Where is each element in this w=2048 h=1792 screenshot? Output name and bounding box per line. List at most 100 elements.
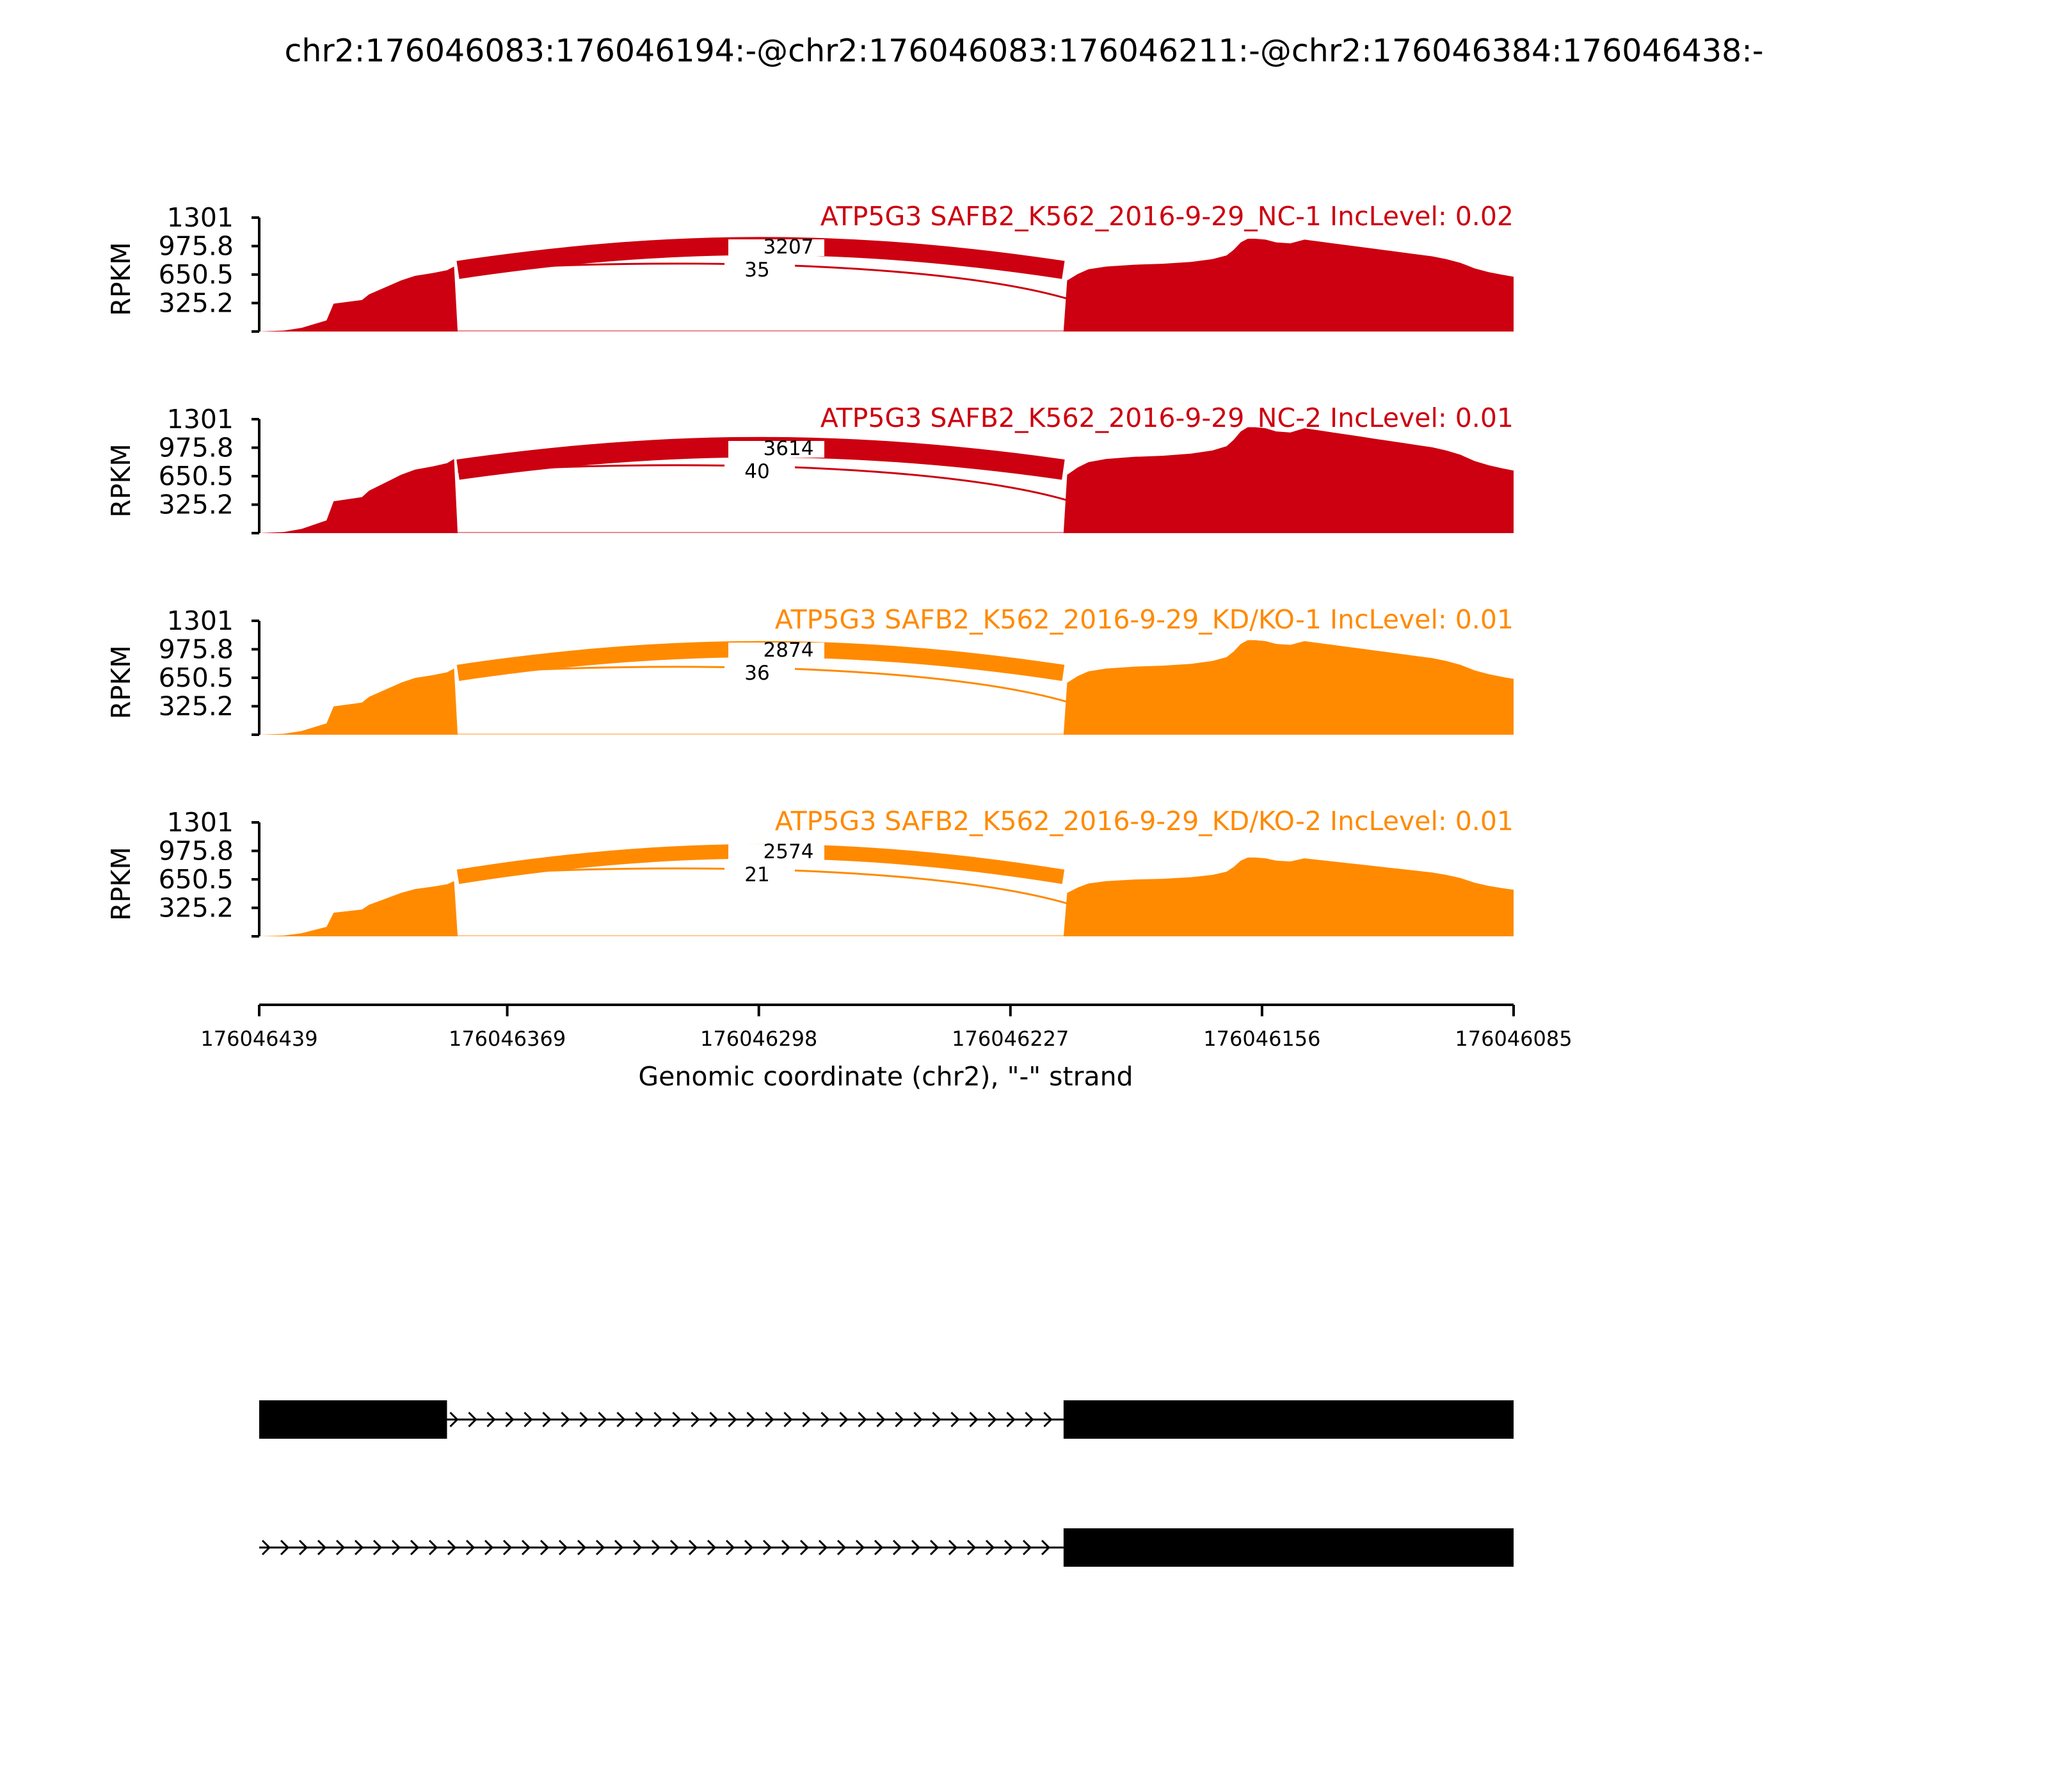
strand-arrow	[746, 1411, 756, 1428]
strand-arrow	[839, 1411, 849, 1428]
strand-arrow	[762, 1539, 772, 1556]
strand-arrow	[524, 1411, 533, 1428]
x-tick-label: 176046085	[1455, 1027, 1572, 1051]
strand-arrow	[1025, 1411, 1034, 1428]
junction-arc	[458, 262, 1128, 331]
junction-arc	[458, 867, 1128, 936]
strand-arrow	[635, 1411, 644, 1428]
strand-arrow	[929, 1539, 940, 1556]
coverage-area	[259, 640, 1514, 735]
x-tick-label: 176046156	[1203, 1027, 1320, 1051]
strand-arrow	[317, 1539, 327, 1556]
junction-count: 3207	[764, 236, 814, 259]
strand-arrow	[691, 1411, 700, 1428]
strand-arrow	[765, 1411, 774, 1428]
x-axis-label: Genomic coordinate (chr2), "-" strand	[638, 1061, 1133, 1092]
junction-count: 40	[744, 460, 769, 483]
strand-arrow	[579, 1411, 589, 1428]
strand-arrow	[486, 1411, 496, 1428]
coverage-area	[259, 857, 1514, 936]
strand-arrow	[818, 1539, 828, 1556]
strand-arrow	[521, 1539, 531, 1556]
y-tick-label: 325.2	[159, 691, 234, 722]
strand-arrow	[632, 1539, 643, 1556]
strand-arrow	[651, 1539, 661, 1556]
y-axis-label: RPKM	[106, 444, 136, 517]
strand-arrow	[505, 1411, 515, 1428]
y-tick-label: 975.8	[159, 432, 234, 463]
junction-label-box	[728, 643, 824, 659]
strand-arrow	[781, 1539, 791, 1556]
strand-arrow	[966, 1539, 977, 1556]
y-tick-label: 975.8	[159, 634, 234, 664]
strand-arrow	[465, 1539, 476, 1556]
strand-arrow	[614, 1539, 624, 1556]
strand-arrow	[688, 1539, 698, 1556]
y-tick-label: 1301	[167, 807, 234, 838]
junction-label-box	[724, 662, 795, 684]
strand-arrow	[725, 1539, 735, 1556]
strand-arrow	[950, 1411, 960, 1428]
y-tick-label: 325.2	[159, 288, 234, 319]
junction-count: 3614	[764, 437, 814, 460]
isoform-1	[259, 1400, 1514, 1439]
y-tick-label: 650.5	[159, 259, 234, 290]
strand-arrow	[653, 1411, 663, 1428]
strand-arrow	[988, 1411, 997, 1428]
y-tick-label: 650.5	[159, 662, 234, 693]
y-tick-label: 325.2	[159, 893, 234, 924]
panel-title: ATP5G3 SAFB2_K562_2016-9-29_NC-2 IncLeve…	[820, 403, 1514, 433]
x-tick-label: 176046227	[952, 1027, 1069, 1051]
y-axis-label: RPKM	[106, 242, 136, 316]
exon-block	[1063, 1528, 1514, 1567]
strand-arrow	[985, 1539, 995, 1556]
panel-title: ATP5G3 SAFB2_K562_2016-9-29_NC-1 IncLeve…	[820, 201, 1514, 232]
y-tick-label: 1301	[167, 202, 234, 233]
strand-arrow	[799, 1539, 810, 1556]
junction-label-box	[728, 441, 824, 458]
isoform-2	[259, 1528, 1514, 1567]
panel-title: ATP5G3 SAFB2_K562_2016-9-29_KD/KO-1 IncL…	[775, 604, 1514, 635]
strand-arrow	[598, 1411, 607, 1428]
strand-arrow	[911, 1539, 921, 1556]
y-tick-label: 650.5	[159, 461, 234, 492]
strand-arrow	[391, 1539, 401, 1556]
strand-arrow	[558, 1539, 568, 1556]
strand-arrow	[428, 1539, 438, 1556]
junction-label-box	[724, 259, 795, 280]
strand-arrow	[542, 1411, 552, 1428]
strand-arrow	[484, 1539, 494, 1556]
y-tick-label: 1301	[167, 404, 234, 435]
strand-arrow	[892, 1539, 902, 1556]
strand-arrow	[932, 1411, 941, 1428]
y-tick-label: 650.5	[159, 864, 234, 895]
strand-arrow	[783, 1411, 793, 1428]
junction-label-box	[728, 239, 824, 256]
junction-count: 2874	[764, 639, 814, 662]
y-axis-label: RPKM	[106, 645, 136, 719]
strand-arrow	[744, 1539, 754, 1556]
exon-block	[259, 1400, 447, 1439]
strand-arrow	[1041, 1539, 1051, 1556]
strand-arrow	[836, 1539, 847, 1556]
panel-title: ATP5G3 SAFB2_K562_2016-9-29_KD/KO-2 IncL…	[775, 806, 1514, 836]
strand-arrow	[1004, 1539, 1014, 1556]
strand-arrow	[335, 1539, 346, 1556]
strand-arrow	[298, 1539, 308, 1556]
strand-arrow	[449, 1411, 459, 1428]
strand-arrow	[540, 1539, 550, 1556]
strand-arrow	[502, 1539, 513, 1556]
strand-arrow	[410, 1539, 420, 1556]
x-axis: 176046439 176046369 176046298 176046227 1760…	[200, 1004, 1572, 1051]
strand-arrow	[876, 1411, 886, 1428]
strand-arrow	[874, 1539, 884, 1556]
junction-count: 36	[744, 662, 769, 685]
strand-arrow	[1043, 1411, 1053, 1428]
exon-block	[1063, 1400, 1514, 1439]
strand-arrow	[372, 1539, 383, 1556]
strand-arrow	[969, 1411, 979, 1428]
x-tick-label: 176046439	[200, 1027, 317, 1051]
